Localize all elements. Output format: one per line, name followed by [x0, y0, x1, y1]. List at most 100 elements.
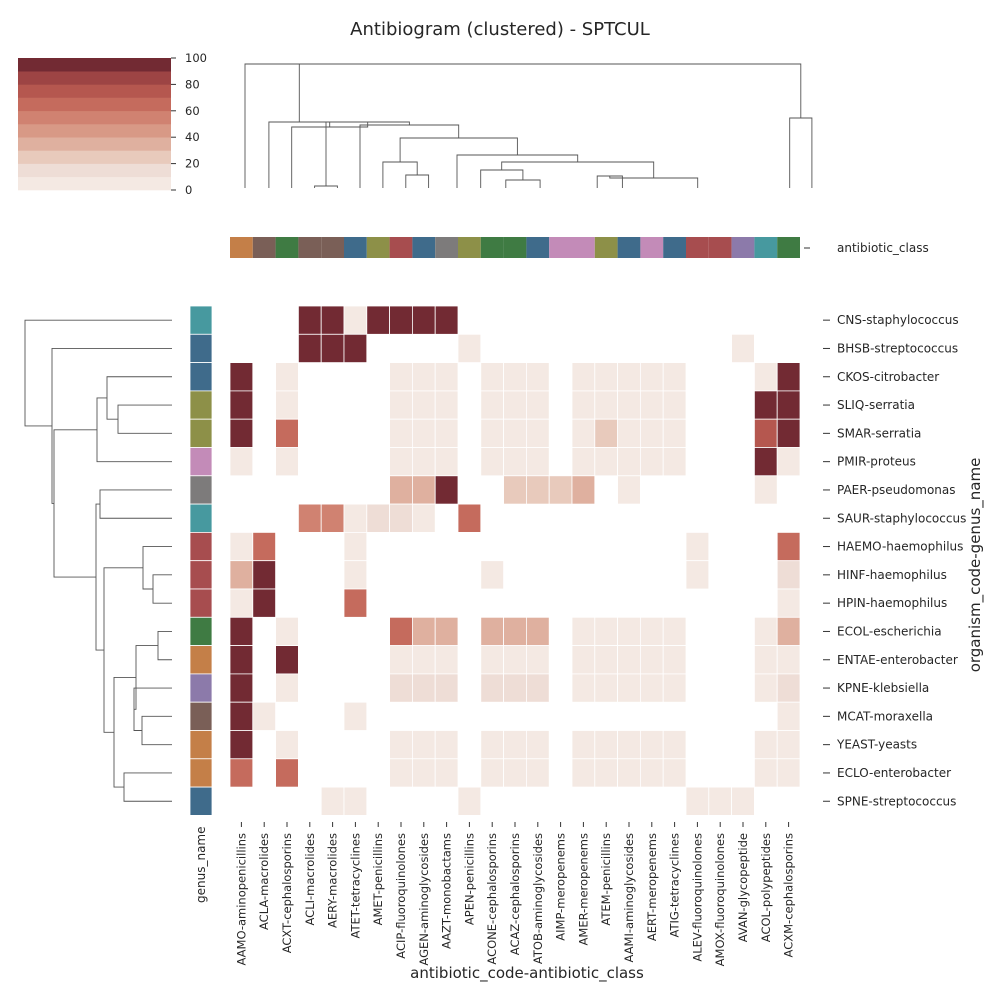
- heatmap-cell: [389, 447, 413, 477]
- heatmap-cell: [571, 758, 596, 788]
- heatmap-cell: [480, 758, 504, 788]
- column-label: AIMP-meropenems: [554, 833, 568, 941]
- dendrogram-link: [51, 348, 172, 504]
- heatmap-cell: [434, 418, 459, 448]
- column-class-swatch: [549, 237, 572, 258]
- column-label: AVAN-glycopeptide: [736, 833, 750, 942]
- heatmap-cell: [275, 616, 299, 646]
- heatmap-cell: [229, 362, 254, 392]
- heatmap-cell: [411, 447, 436, 477]
- heatmap-cell: [411, 503, 436, 533]
- dendrogram-link: [141, 715, 172, 746]
- colorbar-segment: [18, 137, 171, 151]
- heatmap-cell: [275, 730, 299, 760]
- column-class-swatch: [617, 237, 641, 258]
- colorbar-tick-label: 60: [185, 104, 200, 118]
- heatmap-cell: [275, 418, 299, 448]
- heatmap-cell: [662, 362, 687, 392]
- heatmap-cell: [776, 673, 801, 703]
- heatmap-cell: [480, 418, 504, 448]
- heatmap-cell: [754, 418, 778, 448]
- heatmap-cell: [776, 390, 801, 420]
- colorbar-segment: [18, 150, 171, 164]
- heatmap-cell: [617, 475, 641, 505]
- row-label: MCAT-moraxella: [837, 709, 933, 723]
- dendrogram-link: [272, 63, 802, 118]
- column-class-swatch: [686, 237, 709, 258]
- row-genus-swatch: [189, 588, 213, 618]
- heatmap-cell: [343, 701, 368, 731]
- row-label: SMAR-serratia: [837, 426, 921, 440]
- heatmap-cell: [389, 616, 413, 646]
- row-genus-swatch: [189, 418, 213, 448]
- heatmap-cell: [457, 333, 482, 363]
- heatmap-cell: [571, 673, 596, 703]
- dendrogram-link: [133, 687, 172, 731]
- heatmap-cell: [503, 758, 527, 788]
- heatmap-cell: [617, 390, 641, 420]
- heatmap-cell: [343, 333, 368, 363]
- heatmap-cell: [776, 532, 801, 562]
- column-class-swatch: [298, 237, 322, 258]
- heatmap-cell: [275, 362, 299, 392]
- row-genus-swatch: [189, 362, 213, 392]
- chart-title: Antibiogram (clustered) - SPTCUL: [350, 19, 650, 40]
- heatmap-cell: [434, 730, 459, 760]
- row-label: HINF-haemophilus: [837, 568, 947, 582]
- heatmap-cell: [776, 362, 801, 392]
- heatmap-cell: [229, 390, 254, 420]
- colorbar-segment: [18, 97, 171, 112]
- heatmap-cell: [776, 447, 801, 477]
- dendrogram-link: [244, 63, 300, 188]
- heatmap-cell: [776, 616, 801, 646]
- heatmap-cell: [480, 730, 504, 760]
- heatmap-cell: [411, 645, 436, 675]
- heatmap-cell: [526, 758, 550, 788]
- heatmap-cell: [389, 645, 413, 675]
- heatmap-cell: [389, 503, 413, 533]
- heatmap-cell: [571, 447, 596, 477]
- row-label: ECOL-escherichia: [837, 624, 942, 638]
- column-class-swatch: [366, 237, 390, 258]
- column-class-swatch: [663, 237, 686, 258]
- column-label: AERT-meropenems: [645, 833, 659, 941]
- heatmap-cell: [571, 362, 596, 392]
- column-class-swatch: [458, 237, 481, 258]
- heatmap-cell: [229, 758, 254, 788]
- column-class-swatch: [275, 237, 299, 258]
- dendrogram-link: [24, 319, 172, 427]
- row-label: SPNE-streptococcus: [837, 794, 956, 808]
- heatmap-cell: [229, 532, 254, 562]
- column-class-swatch: [777, 237, 800, 258]
- heatmap-cell: [229, 730, 254, 760]
- heatmap-cell: [754, 447, 778, 477]
- column-label: ACLI-macrolides: [303, 833, 317, 925]
- row-dendrogram: [24, 319, 172, 802]
- heatmap-cell: [571, 475, 596, 505]
- heatmap-cell: [480, 645, 504, 675]
- dendrogram-link: [142, 546, 172, 590]
- column-class-swatch: [389, 237, 413, 258]
- heatmap-cell: [229, 560, 254, 590]
- heatmap-cell: [617, 362, 641, 392]
- row-labels: CNS-staphylococcus BHSB-streptococcus CKOS…: [823, 313, 966, 808]
- column-class-swatch: [480, 237, 504, 258]
- heatmap-cell: [411, 475, 436, 505]
- heatmap-cell: [411, 673, 436, 703]
- heatmap-cell: [252, 532, 277, 562]
- dendrogram-link: [123, 772, 172, 802]
- row-color-strip: [189, 305, 213, 816]
- heatmap-cell: [594, 730, 618, 760]
- heatmap-cell: [457, 503, 482, 533]
- row-label: SAUR-staphylococcus: [837, 511, 966, 525]
- column-class-swatch: [526, 237, 550, 258]
- heatmap-cell: [480, 362, 504, 392]
- heatmap-cell: [526, 418, 550, 448]
- heatmap-cell: [754, 475, 778, 505]
- heatmap-cell: [229, 447, 254, 477]
- column-label: ACLA-macrolides: [257, 833, 271, 930]
- dendrogram-link: [505, 179, 541, 188]
- row-genus-swatch: [189, 532, 213, 562]
- colorbar-segment: [18, 110, 171, 125]
- heatmap-cell: [434, 475, 459, 505]
